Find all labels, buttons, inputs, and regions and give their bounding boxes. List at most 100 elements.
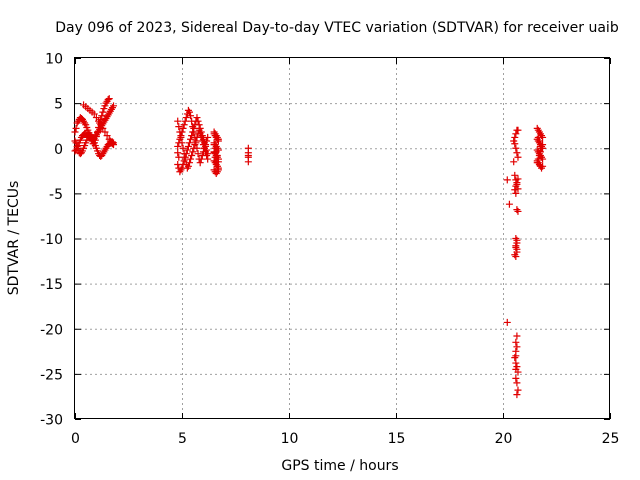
data-point [512,253,520,261]
data-point [176,135,184,143]
x-tick-label: 15 [388,431,406,447]
data-point [181,117,189,125]
chart-title: Day 096 of 2023, Sidereal Day-to-day VTE… [55,20,619,36]
y-tick-label: 10 [45,52,63,68]
data-point [185,108,193,116]
data-point [174,149,182,157]
data-point [511,133,519,141]
data-point [99,108,107,116]
data-point [534,155,542,163]
data-point [104,96,112,104]
data-point [175,153,183,161]
data-point [198,132,206,140]
data-point [182,114,190,122]
data-point [204,150,212,158]
data-point [511,354,519,362]
data-point [99,124,107,132]
x-tick-label: 25 [602,431,620,447]
data-point [194,150,202,158]
x-tick-label: 5 [178,431,187,447]
x-tick-label: 10 [281,431,299,447]
data-point [200,144,208,152]
data-point [175,139,183,147]
data-point [513,149,521,157]
data-point [188,151,196,159]
x-tick-label: 0 [71,431,80,447]
data-point [512,374,520,382]
data-point [73,142,81,150]
data-point [513,391,521,399]
data-point [196,159,204,167]
data-point [197,155,205,163]
data-point [184,162,192,170]
data-point [514,207,522,215]
data-point [179,124,187,132]
data-point [513,332,521,340]
data-point [513,245,521,253]
data-point [180,157,188,165]
data-point [199,148,207,156]
data-point [179,144,187,152]
data-point [105,135,113,143]
y-axis-label: SDTVAR / TECUs [6,181,22,296]
x-axis-label: GPS time / hours [281,458,398,474]
data-point [195,121,203,129]
data-point [214,155,222,163]
data-point [512,338,520,346]
data-point [177,132,185,140]
data-point [211,144,219,152]
data-point [539,162,547,170]
data-point [512,242,520,250]
data-point [192,139,200,147]
data-point [244,158,252,166]
data-point [513,236,521,244]
data-point [187,135,195,143]
data-point [95,117,103,125]
data-point [197,128,205,136]
x-tick-labels: 0 5 10 15 20 25 [71,431,619,447]
data-point [213,162,221,170]
data-point [514,126,522,134]
grid [75,58,610,419]
data-point [72,124,80,132]
data-point [188,117,196,125]
data-point [513,206,521,214]
data-point [92,114,100,122]
data-point [193,144,201,152]
data-point [72,139,80,147]
data-point [513,343,521,351]
data-point [178,128,186,136]
data-point [189,123,197,131]
data-point [511,140,519,148]
y-tick-label: 0 [54,142,63,158]
data-point [511,171,519,179]
y-tick-label: -5 [49,187,63,203]
data-point [514,153,522,161]
data-point [512,189,520,197]
data-point [174,142,182,150]
data-point [105,95,113,103]
data-point [512,352,520,360]
data-point [190,128,198,136]
data-point [513,179,521,187]
data-point [214,166,222,174]
data-point [513,379,521,387]
data-point [535,151,543,159]
data-point [244,151,252,159]
data-point [194,117,202,125]
data-point [187,112,195,120]
data-point [71,128,79,136]
data-point [203,137,211,145]
x-tick-label: 20 [495,431,513,447]
data-point [178,164,186,172]
data-point [175,123,183,131]
data-point [196,124,204,132]
data-point [183,146,191,154]
data-point [512,235,520,242]
y-tick-label: -15 [40,277,63,293]
data-point [510,158,518,166]
data-point [514,175,522,183]
data-point [103,132,111,140]
data-point [512,182,520,190]
